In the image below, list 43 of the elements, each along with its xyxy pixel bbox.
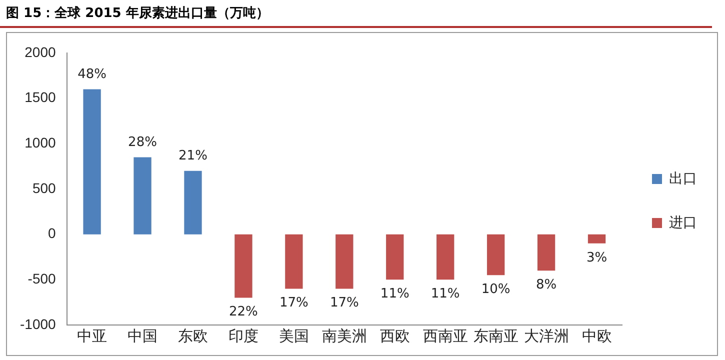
- annotation: 3%: [586, 250, 608, 266]
- x-tick-label: 西欧: [380, 328, 410, 346]
- y-tick-label: 2000: [24, 44, 56, 60]
- legend-label: 进口: [669, 214, 697, 230]
- x-tick-label: 中国: [128, 328, 158, 346]
- bar: [184, 170, 202, 234]
- annotation: 22%: [229, 304, 258, 320]
- y-tick-label: 500: [32, 180, 56, 196]
- chart-title: 图 15：全球 2015 年尿素进出口量（万吨）: [0, 0, 712, 28]
- bar: [436, 234, 454, 280]
- x-tick-label: 印度: [228, 328, 258, 346]
- y-tick-label: -1000: [20, 316, 56, 332]
- y-tick-label: -500: [28, 270, 56, 287]
- annotation: 8%: [536, 277, 557, 292]
- bar: [537, 234, 556, 271]
- bar: [486, 234, 505, 276]
- annotation: 10%: [481, 282, 510, 298]
- y-tick-label: 1000: [24, 134, 56, 151]
- annotation: 28%: [128, 135, 157, 150]
- bar: [336, 234, 354, 289]
- x-tick-label: 东欧: [178, 328, 208, 346]
- annotation: 48%: [78, 67, 106, 82]
- x-tick-label: 东南亚: [473, 328, 518, 346]
- bar: [234, 234, 252, 298]
- annotation: 17%: [279, 296, 308, 311]
- x-tick-label: 美国: [278, 328, 309, 346]
- x-tick-label: 中欧: [582, 328, 612, 346]
- bar: [134, 157, 152, 234]
- y-tick-label: 0: [48, 225, 56, 242]
- bar: [386, 234, 404, 280]
- annotation: 11%: [430, 286, 460, 302]
- bar: [588, 234, 606, 244]
- x-tick-label: 大洋洲: [524, 328, 569, 346]
- y-tick-label: 1500: [24, 89, 56, 106]
- legend-label: 出口: [669, 170, 697, 186]
- x-tick-label: 南美洲: [322, 328, 367, 346]
- x-tick-label: 中亚: [77, 328, 108, 346]
- annotation: 11%: [380, 286, 410, 302]
- annotation: 17%: [330, 296, 359, 311]
- bar: [83, 89, 101, 234]
- bar: [285, 234, 303, 289]
- x-tick-label: 西南亚: [422, 328, 468, 346]
- annotation: 21%: [178, 148, 208, 164]
